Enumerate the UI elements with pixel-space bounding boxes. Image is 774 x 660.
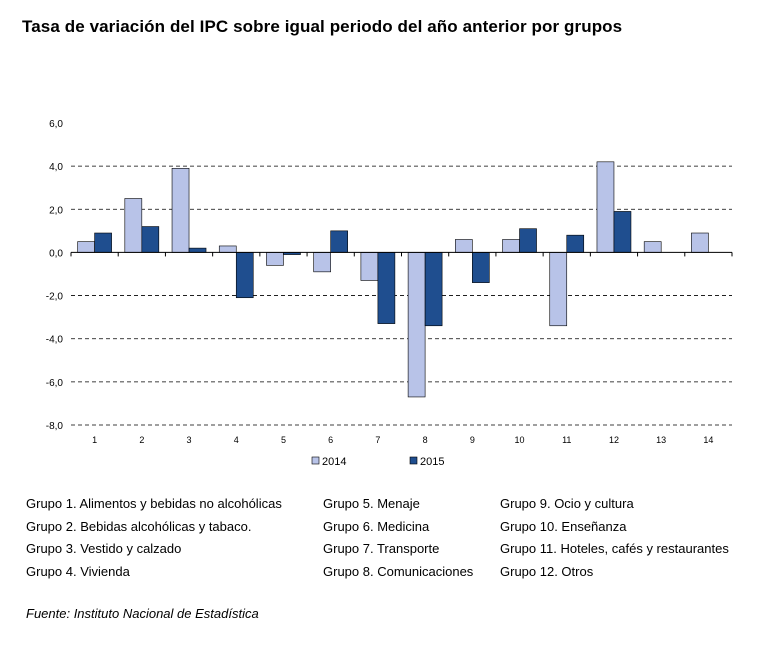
legend-swatch-2015 bbox=[409, 456, 418, 465]
bar-2014-cat-7 bbox=[360, 252, 379, 281]
chart-title: Tasa de variación del IPC sobre igual pe… bbox=[22, 17, 623, 36]
bar-2015-cat-7 bbox=[377, 252, 396, 324]
x-tick-label: 1 bbox=[92, 435, 97, 445]
group-label: Grupo 6. Medicina bbox=[323, 518, 430, 534]
bar-2015-cat-10 bbox=[519, 228, 537, 253]
group-legend-column-2: Grupo 5. Menaje Grupo 6. Medicina Grupo … bbox=[323, 493, 473, 584]
x-tick-label: 14 bbox=[703, 435, 713, 445]
group-label: Grupo 3. Vestido y calzado bbox=[26, 541, 182, 557]
x-tick-label: 2 bbox=[139, 435, 144, 445]
bar-2015-cat-3 bbox=[188, 247, 207, 253]
group-legend-column-3: Grupo 9. Ocio y cultura Grupo 10. Enseña… bbox=[500, 493, 729, 584]
y-tick-label: 0,0 bbox=[49, 248, 63, 259]
x-tick-label: 8 bbox=[423, 435, 428, 445]
y-tick-label: -8,0 bbox=[46, 421, 64, 432]
y-tick-label: -4,0 bbox=[46, 335, 64, 346]
bar-2015-cat-1 bbox=[94, 232, 112, 253]
group-label: Grupo 5. Menaje bbox=[323, 496, 420, 511]
bar-2014-cat-6 bbox=[313, 252, 331, 273]
x-tick-label: 3 bbox=[187, 435, 192, 445]
x-tick-label: 5 bbox=[281, 435, 286, 445]
bar-2015-cat-8 bbox=[424, 252, 443, 327]
bar-2014-cat-8 bbox=[407, 252, 426, 398]
group-label: Grupo 4. Vivienda bbox=[26, 564, 130, 580]
bar-2014-cat-14 bbox=[691, 232, 709, 253]
bar-2015-cat-12 bbox=[613, 211, 632, 253]
bar-2015-cat-11 bbox=[566, 234, 585, 253]
x-tick-label: 11 bbox=[562, 435, 571, 445]
bar-2014-cat-13 bbox=[643, 241, 662, 253]
y-tick-label: 2,0 bbox=[49, 205, 63, 216]
legend-swatch-2014 bbox=[311, 456, 320, 465]
x-tick-label: 4 bbox=[234, 435, 239, 445]
bar-2014-cat-3 bbox=[171, 168, 190, 253]
x-tick-label: 6 bbox=[328, 435, 333, 445]
y-tick-label: 4,0 bbox=[49, 162, 63, 173]
bar-2014-cat-9 bbox=[455, 239, 473, 253]
group-label: Grupo 12. Otros bbox=[500, 564, 594, 580]
group-legend-column-1: Grupo 1. Alimentos y bebidas no alcohóli… bbox=[26, 493, 282, 584]
legend-label-2014: 2014 bbox=[322, 456, 346, 468]
bar-2014-cat-2 bbox=[124, 198, 143, 253]
bar-2015-cat-2 bbox=[141, 226, 160, 253]
bar-2014-cat-4 bbox=[218, 245, 237, 253]
group-label: Grupo 8. Comunicaciones bbox=[323, 564, 474, 580]
group-label: Grupo 10. Enseñanza bbox=[500, 518, 627, 534]
x-tick-label: 10 bbox=[515, 435, 525, 445]
x-tick-label: 13 bbox=[656, 435, 666, 445]
y-tick-label: 6,0 bbox=[49, 119, 63, 130]
bar-2014-cat-11 bbox=[549, 252, 568, 327]
y-tick-label: -2,0 bbox=[46, 292, 64, 303]
source-note: Fuente: Instituto Nacional de Estadístic… bbox=[26, 606, 259, 621]
x-tick-label: 9 bbox=[470, 435, 475, 445]
bar-chart: 6,04,02,00,0-2,0-4,0-6,0-8,01 2 3 4 5 6 7 8 9 10 1… bbox=[46, 119, 733, 468]
bar-2014-cat-5 bbox=[266, 252, 284, 266]
x-tick-label: 7 bbox=[375, 435, 380, 445]
group-label: Grupo 9. Ocio y cultura bbox=[500, 496, 634, 511]
bar-2015-cat-6 bbox=[330, 230, 348, 253]
x-tick-label: 12 bbox=[609, 435, 619, 445]
group-label: Grupo 1. Alimentos y bebidas no alcohóli… bbox=[26, 496, 282, 511]
y-tick-label: -6,0 bbox=[46, 378, 64, 389]
group-label: Grupo 11. Hoteles, cafés y restaurantes bbox=[500, 541, 729, 557]
group-label: Grupo 2. Bebidas alcohólicas y tabaco. bbox=[26, 518, 252, 534]
bar-2014-cat-12 bbox=[596, 161, 615, 253]
bar-2015-cat-4 bbox=[235, 252, 254, 299]
bar-2014-cat-10 bbox=[502, 239, 520, 253]
bar-2014-cat-1 bbox=[77, 241, 95, 253]
bar-2015-cat-9 bbox=[472, 252, 490, 283]
legend-label-2015: 2015 bbox=[420, 456, 444, 468]
group-label: Grupo 7. Transporte bbox=[323, 541, 440, 557]
